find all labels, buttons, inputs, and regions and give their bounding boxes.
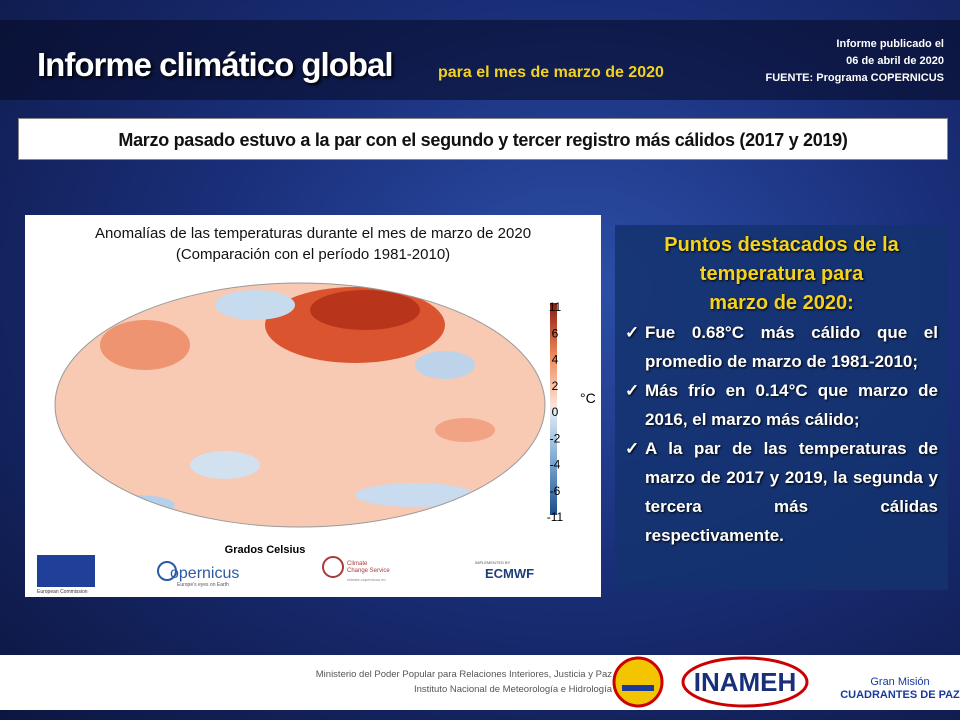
colorbar — [550, 303, 557, 515]
text: Instituto Nacional de Meteorología e Hid… — [413, 684, 612, 695]
anomaly-pattern — [95, 287, 495, 515]
highlights-heading: Puntos destacados de la temperatura para… — [625, 231, 938, 318]
text: Puntos destacados de la — [664, 234, 899, 256]
check-icon: ✓ — [625, 323, 640, 342]
copernicus-logo: opernicus — [170, 565, 239, 582]
bullet-text: Más frío en 0.14°C que marzo de 2016, el… — [645, 381, 938, 429]
colorbar-label: 4 — [552, 353, 559, 367]
inameh-logo: INAMEH — [694, 667, 797, 697]
gm-label: Gran Misión — [870, 676, 929, 688]
colorbar-label: 6 — [552, 326, 559, 340]
text: Anomalías de las temperaturas durante el… — [94, 225, 532, 242]
colorbar-labels: 11 6 4 2 0 -2 -4 -6 -11 — [547, 300, 564, 524]
header-band — [0, 20, 960, 100]
c3s-url: climate.copernicus.eu — [347, 577, 386, 582]
colorbar-unit: °C — [580, 390, 596, 406]
subtitle: para el mes de marzo de 2020 — [438, 64, 664, 81]
ecmwf-tag: IMPLEMENTED BY — [475, 560, 511, 565]
bullet-text: A la par de las temperaturas de marzo de… — [645, 439, 938, 545]
map-panel: Anomalías de las temperaturas durante el… — [25, 215, 601, 597]
bullet: ✓ Más frío en 0.14°C que marzo de 2016, e… — [625, 376, 938, 434]
c3s-label: Climate — [347, 561, 368, 567]
check-icon: ✓ — [625, 381, 640, 400]
title: Informe climático global — [37, 46, 394, 83]
gm-label: CUADRANTES DE PAZ — [840, 689, 960, 701]
inameh-ring — [681, 656, 809, 708]
text: temperatura para — [699, 263, 864, 285]
banner: Marzo pasado estuvo a la par con el segu… — [18, 118, 948, 160]
caption: Grados Celsius — [225, 544, 306, 556]
text: (Comparación con el período 1981-2010) — [175, 246, 451, 263]
text: Ministerio del Poder Popular para Relaci… — [315, 669, 612, 680]
map: 11 6 4 2 0 -2 -4 -6 -11 °C Grados Celsius Europe… — [37, 282, 596, 595]
publication-info: Informe publicado el 06 de abril de 2020… — [766, 36, 944, 87]
colorbar-label: -4 — [550, 458, 561, 472]
c3s-mark — [322, 556, 344, 578]
map-title: Anomalías de las temperaturas durante el… — [25, 223, 601, 265]
colorbar-label: -6 — [550, 484, 561, 498]
text: FUENTE: Programa COPERNICUS — [765, 72, 944, 84]
seal — [612, 656, 664, 708]
colorbar-label: 11 — [549, 300, 562, 314]
text: Informe publicado el — [836, 38, 944, 50]
check-icon: ✓ — [625, 439, 640, 458]
eu-label: European Commission — [37, 589, 88, 595]
colorbar-label: 0 — [552, 405, 559, 419]
bullet-text: Fue 0.68°C más cálido que el promedio de… — [645, 323, 938, 371]
text: 06 de abril de 2020 — [846, 55, 944, 67]
copernicus-tag: Europe's eyes on Earth — [177, 582, 229, 588]
colorbar-label: -11 — [547, 510, 564, 524]
copernicus-c — [157, 561, 177, 581]
text: marzo de 2020: — [709, 292, 854, 314]
bullet: ✓ Fue 0.68°C más cálido que el promedio d… — [625, 318, 938, 376]
ministry: Ministerio del Poder Popular para Relaci… — [316, 667, 612, 697]
colorbar-label: -2 — [550, 431, 561, 445]
globe-outline — [54, 282, 546, 528]
c3s-label: Change Service — [347, 568, 390, 574]
seal-stripe — [622, 685, 654, 691]
highlights-panel: Puntos destacados de la temperatura para… — [615, 225, 948, 590]
ecmwf-logo: ECMWF — [485, 566, 534, 581]
eu-flag — [37, 555, 95, 587]
colorbar-label: 2 — [552, 379, 559, 393]
footer-logos: INAMEH Gran Misión CUADRANTES DE PAZ — [612, 656, 960, 708]
bullet: ✓ A la par de las temperaturas de marzo d… — [625, 434, 938, 550]
bullet-list: ✓ Fue 0.68°C más cálido que el promedio d… — [625, 318, 938, 550]
footer: Ministerio del Poder Popular para Relaci… — [0, 655, 960, 710]
